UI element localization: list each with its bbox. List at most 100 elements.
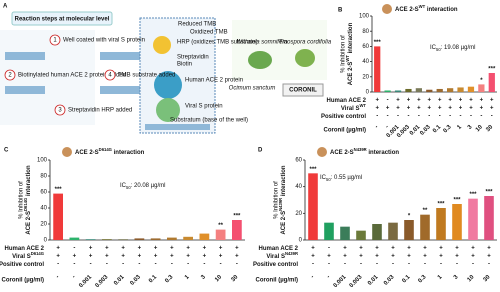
x-tick-label: -: [374, 124, 380, 130]
ic50-annotation: IC50: 0.55 µg/ml: [320, 175, 362, 182]
row-cell: +: [407, 246, 411, 252]
text-part: interaction: [112, 150, 145, 156]
bar: [420, 214, 430, 240]
x-axis-label: Coronil (µg/ml): [324, 128, 366, 134]
row-cell: +: [203, 246, 207, 252]
row-cell: +: [375, 98, 379, 104]
row-cell: +: [235, 246, 239, 252]
diagram-label: Viral S protein: [185, 104, 223, 110]
row-cell: +: [448, 106, 452, 112]
significance: **: [423, 208, 428, 214]
diagram-label: Human ACE 2 protein: [185, 78, 243, 84]
panel-label: C: [4, 148, 9, 154]
significance: **: [218, 223, 223, 229]
row-cell: +: [73, 254, 77, 260]
significance: ***: [374, 40, 382, 46]
well: [100, 86, 140, 94]
x-tick-label: 0.03: [419, 124, 432, 137]
row-cell: +: [487, 246, 491, 252]
significance: ***: [453, 198, 461, 204]
row-cell: -: [439, 114, 441, 120]
y-tick-label: 100: [37, 158, 48, 164]
row-cell: -: [456, 262, 458, 268]
step-badge: [54, 104, 66, 116]
x-tick-label: 0.1: [432, 124, 443, 135]
row-cell: -: [407, 114, 409, 120]
row-cell: +: [138, 246, 142, 252]
row-cell: +: [490, 106, 494, 112]
row-cell: +: [417, 98, 421, 104]
row-cell: +: [235, 254, 239, 260]
text-part: ACE 2-S: [281, 211, 287, 235]
row-label: Viral SWT: [341, 103, 367, 112]
row-cell: -: [397, 114, 399, 120]
text-part: N439R: [278, 198, 283, 211]
bar: [308, 173, 318, 240]
row-cell: -: [460, 114, 462, 120]
row-cell: +: [311, 254, 315, 260]
bar: [457, 87, 464, 92]
hrp-shape: [153, 36, 171, 54]
text-part: D614G: [23, 198, 28, 211]
y-tick-label: 80: [40, 174, 47, 180]
bar: [356, 230, 366, 240]
text-part: IC: [430, 45, 437, 51]
row-cell: +: [407, 106, 411, 112]
text-part: ACE 2-S: [395, 7, 419, 13]
row-cell: +: [56, 254, 60, 260]
row-cell: +: [417, 106, 421, 112]
bar: [415, 88, 422, 92]
row-cell: +: [138, 254, 142, 260]
row-cell: +: [105, 246, 109, 252]
x-tick-label: 0.03: [383, 274, 396, 287]
row-cell: +: [487, 254, 491, 260]
row-label: Positive control: [321, 114, 366, 120]
y-tick-label: 20: [362, 74, 369, 80]
x-tick-label: 0.01: [113, 274, 126, 287]
y-tick-label: 60: [362, 44, 369, 50]
row-cell: +: [438, 106, 442, 112]
row-cell: +: [423, 254, 427, 260]
bar: [134, 238, 145, 240]
panel-label: B: [338, 8, 343, 14]
row-cell: +: [343, 246, 347, 252]
step-text: Streptavidin HRP added: [68, 108, 132, 114]
row-cell: -: [387, 98, 389, 104]
step-text: Well coated with viral S protein: [63, 38, 145, 44]
text-part: Human ACE 2: [259, 246, 299, 252]
y-axis-label: % Inhibition of: [274, 181, 280, 219]
row-cell: +: [407, 98, 411, 104]
spike-shape: [156, 98, 180, 122]
plant-icon: [248, 51, 272, 69]
text-part: Viral S: [266, 254, 285, 260]
text-part: IC: [120, 183, 127, 189]
row-cell: -: [480, 114, 482, 120]
row-cell: +: [469, 98, 473, 104]
step-badge: [104, 69, 116, 81]
diagram-label: HRP (oxidizes TMB substrate): [177, 40, 257, 46]
bar: [467, 86, 475, 92]
y-tick-label: 60: [295, 158, 302, 164]
row-cell: -: [328, 262, 330, 268]
step-number: 4: [108, 73, 112, 79]
significance: ***: [55, 187, 63, 193]
text-part: 50: [326, 177, 331, 182]
row-cell: +: [439, 254, 443, 260]
bar: [488, 73, 495, 92]
row-cell: -: [491, 114, 493, 120]
row-cell: -: [428, 114, 430, 120]
y-axis-label: ACE 2-SN439R interaction: [278, 165, 287, 234]
well: [100, 52, 140, 60]
plant-icon: [295, 49, 315, 67]
substratum: [145, 124, 210, 130]
row-cell: +: [423, 246, 427, 252]
row-cell: -: [73, 262, 75, 268]
row-cell: +: [89, 254, 93, 260]
bar: [340, 226, 350, 240]
diagram-label: Reduced TMB: [178, 22, 216, 28]
y-tick-label: 0: [366, 90, 370, 96]
row-cell: +: [459, 98, 463, 104]
bar: [452, 204, 462, 240]
x-axis-label: Coronil (µg/ml): [256, 278, 298, 284]
x-tick-label: 0.003: [95, 274, 110, 289]
